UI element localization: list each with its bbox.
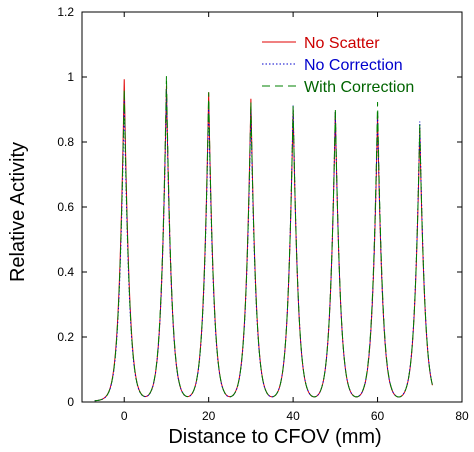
y-tick-label: 0.8 [57,135,74,149]
series-line-0 [94,79,433,402]
y-tick-label: 1.2 [57,5,74,19]
x-tick-label: 80 [455,409,469,423]
y-tick-label: 0.2 [57,330,74,344]
x-axis-title: Distance to CFOV (mm) [168,426,381,448]
series-line-2 [94,75,433,402]
legend-label-no-scatter: No Scatter [304,35,380,52]
legend-label-with-correction: With Correction [304,79,414,96]
series-line-1 [94,88,433,402]
x-tick-label: 40 [286,409,300,423]
y-tick-label: 0.4 [57,265,74,279]
x-tick-label: 20 [202,409,216,423]
legend-box [256,32,452,102]
x-tick-label: 0 [121,409,128,423]
x-tick-label: 60 [371,409,385,423]
y-tick-label: 0 [67,395,74,409]
legend-label-no-correction: No Correction [304,57,403,74]
y-tick-label: 1 [67,70,74,84]
y-axis-title: Relative Activity [7,142,29,282]
ticks-layer: 0 20 40 60 80 0 0.2 0.4 0.6 0.8 1 1.2 [57,5,469,423]
series-layer [94,75,433,402]
legend: No Scatter No Correction With Correction [256,32,452,102]
y-tick-label: 0.6 [57,200,74,214]
